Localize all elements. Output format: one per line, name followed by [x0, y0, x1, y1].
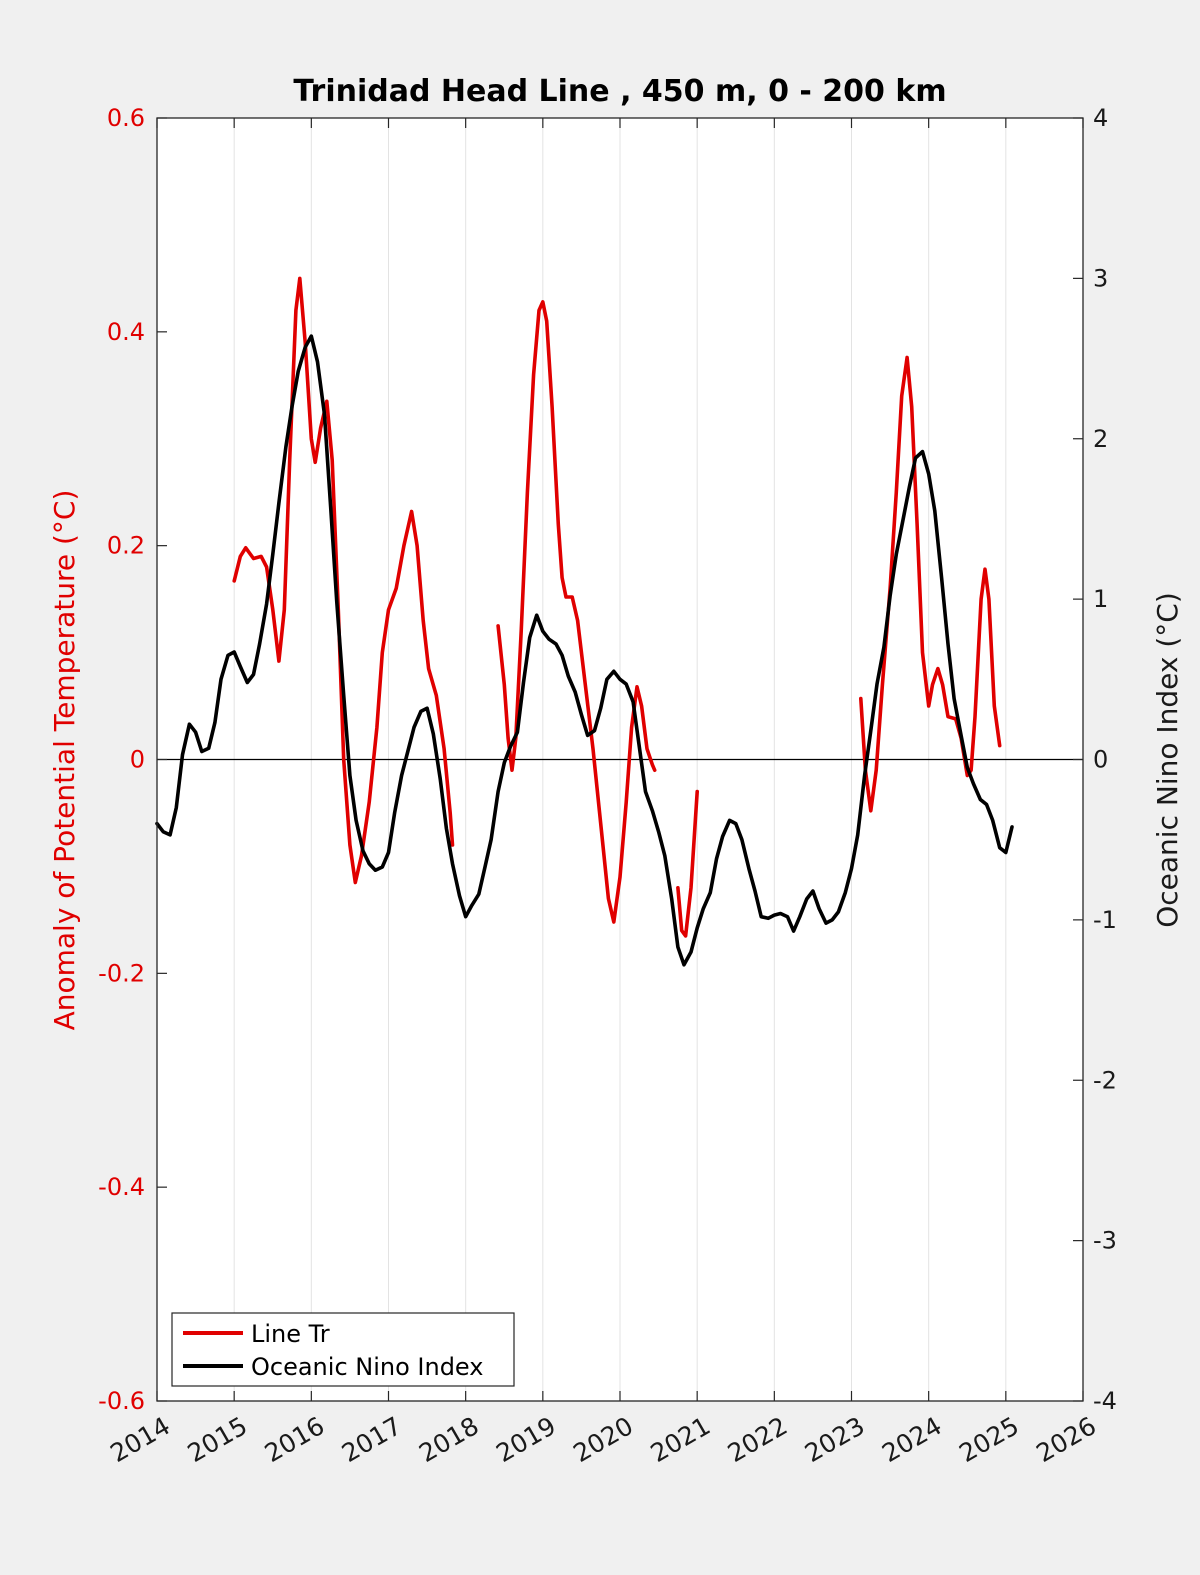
- y-axis-left-label: Anomaly of Potential Temperature (°C): [48, 490, 81, 1031]
- y-left-tick-label: -0.4: [98, 1173, 145, 1201]
- x-tick-label: 2022: [723, 1411, 793, 1468]
- x-tick-label: 2024: [877, 1411, 947, 1468]
- y-right-tick-label: 1: [1093, 585, 1108, 613]
- x-tick-label: 2016: [260, 1411, 330, 1468]
- y-left-tick-label: 0.6: [107, 104, 145, 132]
- y-right-tick-label: 2: [1093, 425, 1108, 453]
- x-tick-label: 2019: [491, 1411, 561, 1468]
- y-left-tick-label: 0.4: [107, 318, 145, 346]
- y-right-tick-label: -3: [1093, 1227, 1117, 1255]
- y-left-tick-label: -0.2: [98, 959, 145, 987]
- line-tr-series-line-0-2: [676, 789, 699, 938]
- legend: Line Tr Oceanic Nino Index: [171, 1312, 515, 1387]
- chart-title: Trinidad Head Line , 450 m, 0 - 200 km: [293, 74, 946, 109]
- x-tick-label: 2020: [568, 1411, 638, 1468]
- series-layer: [155, 276, 1014, 967]
- legend-box: [171, 1312, 515, 1387]
- y-left-tick-label: -0.6: [98, 1387, 145, 1415]
- x-tick-label: 2026: [1031, 1411, 1101, 1468]
- x-tick-label: 2017: [337, 1411, 407, 1468]
- x-tick-label: 2023: [800, 1411, 870, 1468]
- x-tick-label: 2015: [183, 1411, 253, 1468]
- y-left-tick-label: 0.2: [107, 532, 145, 560]
- x-tick-label: 2014: [105, 1411, 175, 1468]
- x-tick-label: 2021: [646, 1411, 716, 1468]
- line-tr-series-line-1-0: [859, 355, 1002, 813]
- y-right-tick-label: 3: [1093, 264, 1108, 292]
- y-left-tick-label: 0: [130, 746, 145, 774]
- y-right-tick-label: 0: [1093, 746, 1108, 774]
- x-tick-label: 2018: [414, 1411, 484, 1468]
- y-right-tick-label: -2: [1093, 1066, 1117, 1094]
- oni-series-line-2-0: [155, 334, 1014, 967]
- y-right-tick-label: 4: [1093, 104, 1108, 132]
- x-tick-label: 2025: [954, 1411, 1024, 1468]
- legend-label-oni: Oceanic Nino Index: [251, 1353, 483, 1381]
- legend-label-line-tr: Line Tr: [251, 1320, 330, 1348]
- line-tr-series-line-0-1: [496, 300, 657, 924]
- y-right-tick-label: -4: [1093, 1387, 1117, 1415]
- y-axis-right-label: Oceanic Nino Index (°C): [1151, 592, 1184, 928]
- y-right-tick-label: -1: [1093, 906, 1117, 934]
